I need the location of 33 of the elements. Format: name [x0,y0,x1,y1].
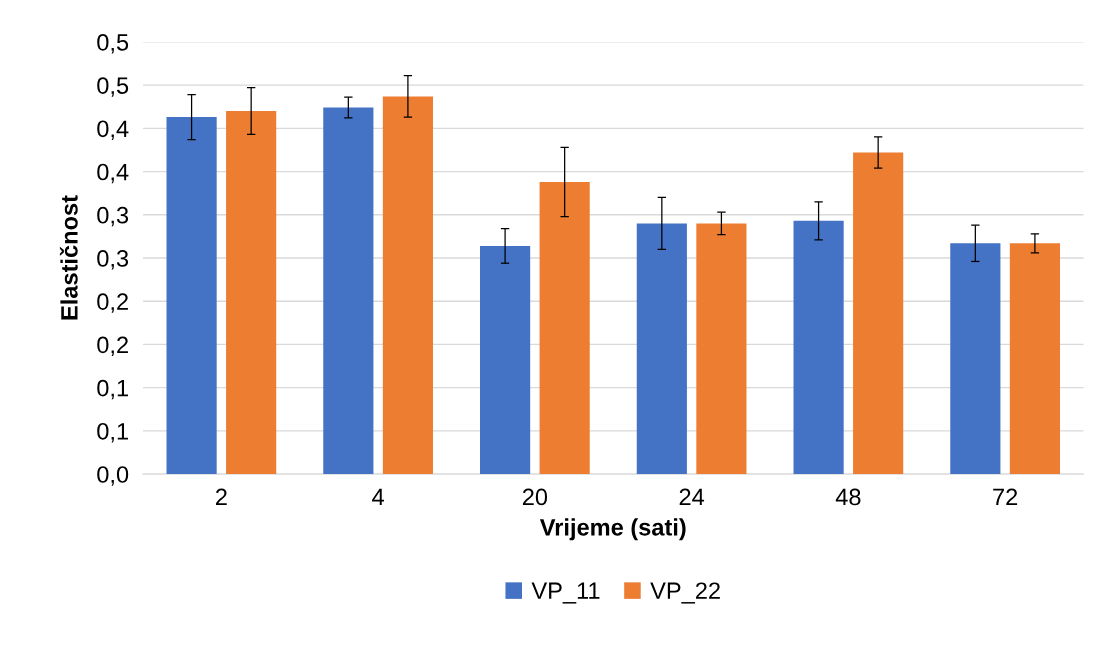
bar [480,245,531,475]
y-tick-label: 0,1 [97,379,128,400]
bar [382,96,433,475]
x-tick-label: 48 [835,488,861,506]
y-tick-label: 0,4 [97,163,129,184]
y-axis-title: Elastičnost [59,195,78,320]
bar [636,223,687,475]
bar [793,220,844,475]
x-tick-label: 2 [216,488,227,506]
y-tick-label: 0,3 [97,250,129,270]
x-tick-label: 4 [372,488,384,506]
y-tick-label: 0,1 [97,422,128,443]
bar [696,223,747,475]
bar [950,243,1001,475]
legend-label: VP_22 [650,582,720,604]
x-axis-title: Vrijeme (sati) [539,518,686,541]
y-tick-label: 0,3 [97,206,129,227]
x-tick-label: 24 [679,488,705,506]
y-tick-label: 0,4 [97,120,129,140]
legend-label: VP_11 [531,582,600,604]
bar [539,181,590,475]
bar [166,117,217,475]
x-tick-label: 20 [522,488,548,506]
bar [1009,243,1060,475]
y-tick-label: 0,5 [97,33,129,54]
y-tick-label: 0,2 [97,293,128,313]
y-tick-label: 0,2 [97,336,128,357]
bar [323,107,374,475]
bar [226,111,277,475]
y-tick-label: 0,0 [97,466,129,486]
bar [853,152,904,475]
y-tick-label: 0,5 [97,77,129,97]
x-tick-label: 72 [993,488,1018,506]
